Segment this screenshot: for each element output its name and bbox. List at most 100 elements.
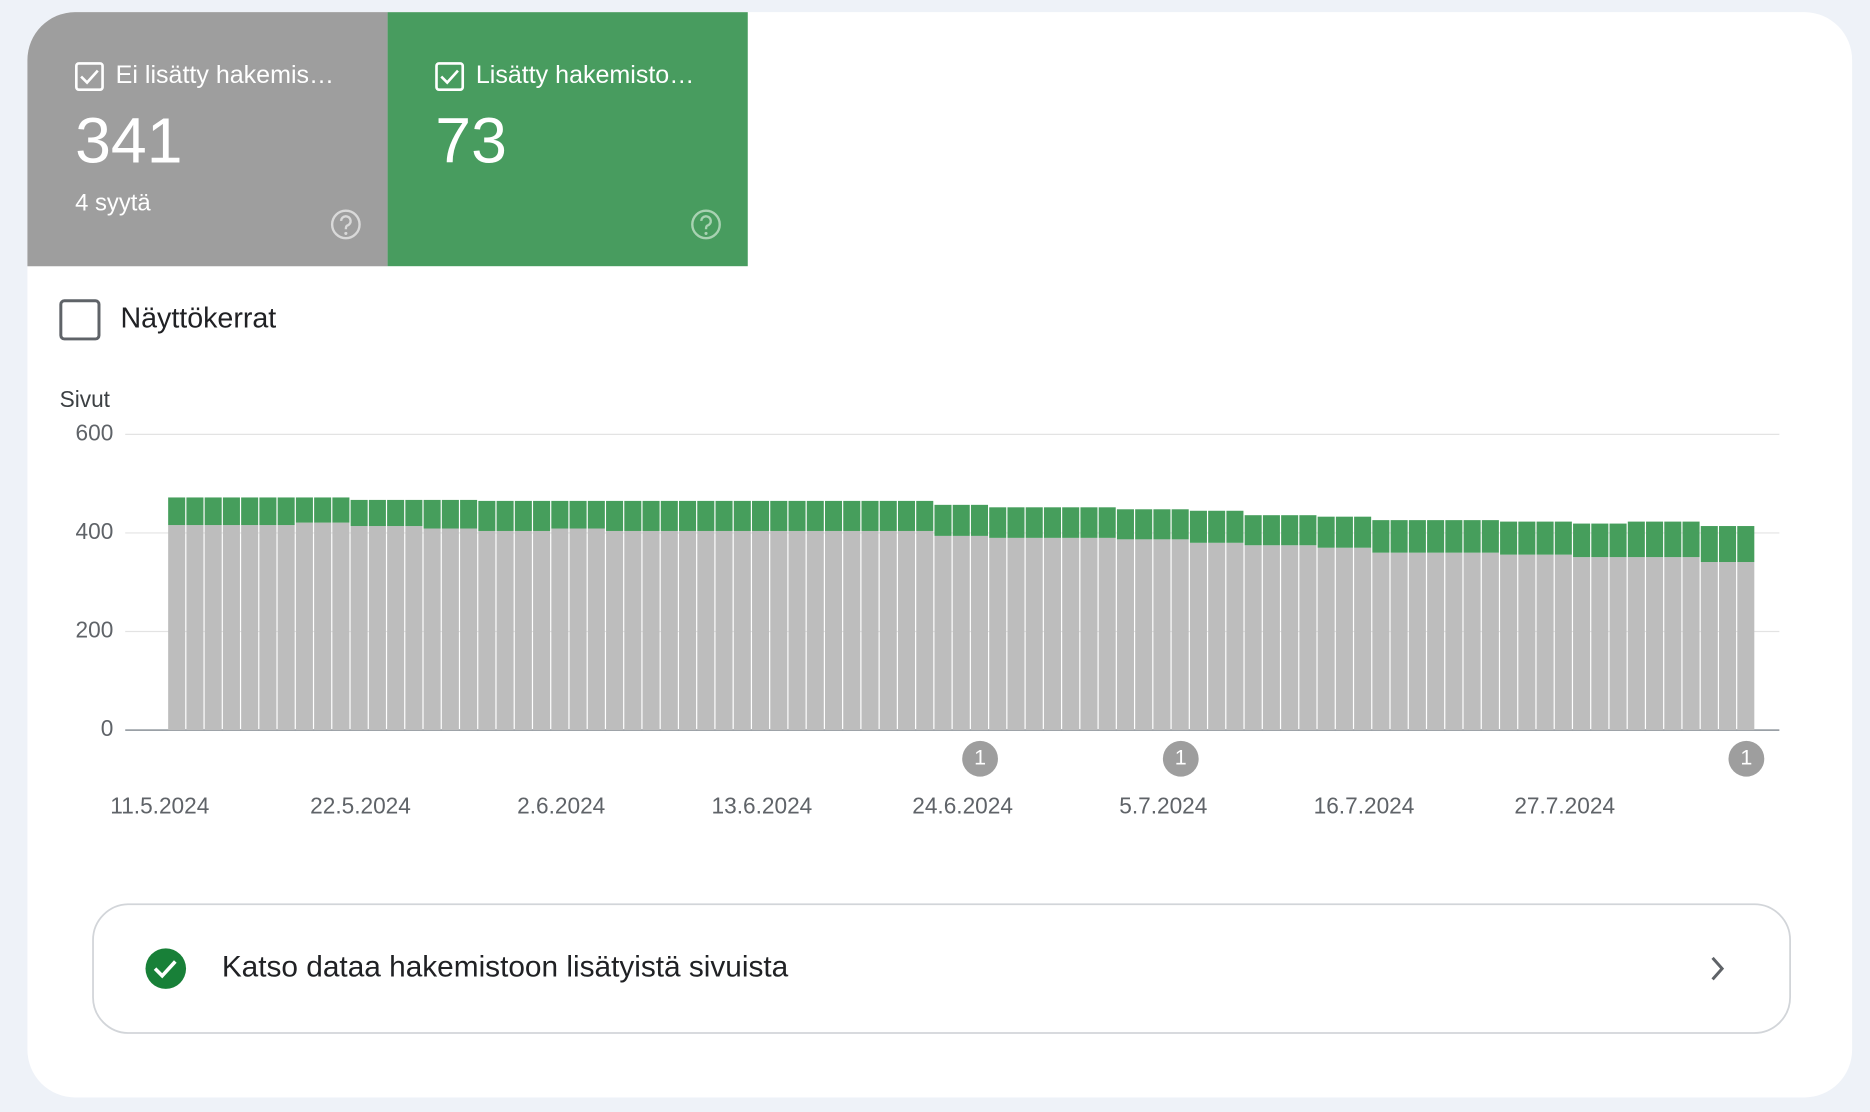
bar-segment [1043,537,1061,731]
bar-segment [1719,526,1737,563]
chevron[interactable] [1711,956,1725,981]
bar-segment [533,500,551,531]
bar-segment [1591,523,1609,558]
bar-segment [1427,552,1445,731]
bar-segment [679,500,697,531]
card-value: 341 [75,105,182,177]
bar-segment [970,535,989,731]
bar-segment [387,526,405,731]
bar-segment [1098,507,1116,538]
help-icon[interactable] [330,209,721,240]
bar-segment [368,526,386,731]
bar-segment [441,528,459,731]
bar-segment [1208,542,1226,731]
bar-segment [752,500,770,531]
bar-segment [1646,521,1664,558]
link-text: Katso dataa hakemistoon lisätyistä sivui… [222,951,789,984]
bar-segment [989,537,1007,731]
card-value: 73 [435,105,507,177]
bar-segment [1244,515,1262,546]
card-label: Lisätty hakemisto… [476,61,694,89]
bar-segment [405,499,423,527]
bar-segment [952,535,970,731]
bar-segment [1335,516,1353,548]
toggle-checkbox[interactable] [59,299,101,341]
bar-segment [405,526,423,731]
bar-segment [1372,520,1390,553]
bar-segment [897,500,916,531]
bar-segment [861,500,879,531]
bar-segment [460,499,478,529]
bar-segment [916,500,934,531]
bar-segment [1609,523,1627,558]
bar-segment [1116,509,1134,540]
bar-segment [332,522,350,731]
bar-segment [1609,557,1627,731]
bar-segment [1281,515,1299,546]
bar-segment [1627,521,1645,558]
bar-segment [952,504,970,536]
bar-segment [569,528,587,731]
bar-segment [1390,520,1408,553]
x-tick-label: 22.5.2024 [310,793,411,819]
bar-segment [277,497,295,526]
bar-segment [861,530,879,731]
bar-segment [1116,539,1134,731]
bar-segment [241,525,259,731]
bar-segment [1226,542,1244,731]
bar-segment [314,522,332,731]
bar-segment [1262,515,1280,546]
bar-segment [1262,545,1280,731]
bar-segment [1153,509,1171,540]
bar-segment [1153,539,1171,731]
card-reasons: 4 syytä [75,189,151,216]
x-tick-label: 5.7.2024 [1119,793,1207,819]
bar-segment [970,504,989,536]
bar-segment [879,500,897,531]
bar-segment [1737,526,1755,563]
annotation-label: 1 [974,745,986,769]
bar-segment [624,500,642,531]
bar-segment [1646,557,1664,731]
bar-segment [1664,557,1682,731]
bar-segment [478,530,496,731]
plot: 0 200 400 600 11.5.2024 22.5.2024 2.6.2024 13.6… [76,419,1780,819]
bar-segment [1135,539,1153,731]
bar-segment [222,525,240,731]
card-not-indexed[interactable] [27,12,388,267]
bar-segment [715,530,733,731]
bar-segment [332,497,350,523]
bar-segment [1171,539,1189,731]
bar-segment [715,500,733,531]
bar-segment [1573,523,1591,558]
bar-segment [679,530,697,731]
link-row[interactable] [92,903,1791,1034]
bar-segment [624,530,642,731]
bar-segment [1500,554,1518,731]
bar-segment [1354,516,1372,548]
bar-segment [806,530,824,731]
bar-segment [824,530,843,731]
toggle-label: Näyttökerrat [120,302,276,334]
card-indexed[interactable] [387,12,748,267]
bar-segment [1682,521,1700,558]
bar-segment [824,500,843,531]
bar-segment [514,500,532,531]
y-tick-label: 0 [101,715,114,741]
bar-segment [1664,521,1682,558]
bar-segment [934,504,952,536]
bar-segment [1573,557,1591,731]
bar-segment [277,525,295,731]
bar-segment [1408,520,1426,553]
bar-segment [496,500,514,531]
bar-segment [478,500,496,531]
bar-segment [660,530,678,731]
bar-segment [770,530,788,731]
y-tick-label: 400 [76,518,114,544]
help-dot [344,231,348,235]
bar-segment [879,530,897,731]
bar-segment [1500,521,1518,555]
bar-segment [460,528,478,731]
